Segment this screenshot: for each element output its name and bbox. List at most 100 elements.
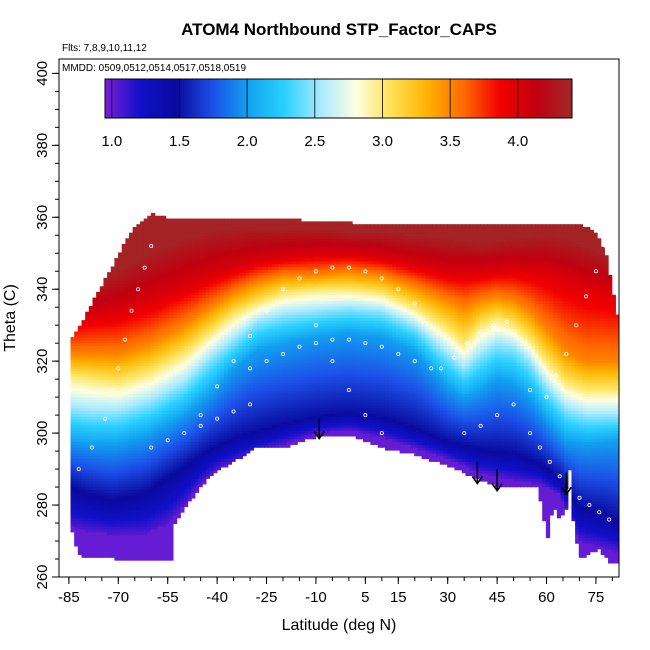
heatmap-cell	[154, 509, 159, 513]
heatmap-cell	[96, 407, 101, 412]
heatmap-cell	[114, 481, 119, 485]
heatmap-cell	[136, 300, 141, 304]
heatmap-cell	[150, 495, 156, 499]
heatmap-cell	[118, 260, 123, 265]
heatmap-cell	[92, 421, 97, 426]
heatmap-cell	[114, 320, 119, 324]
heatmap-cell	[140, 224, 145, 228]
heatmap-cell	[136, 543, 141, 547]
heatmap-cell	[140, 235, 145, 239]
heatmap-cell	[132, 387, 137, 392]
heatmap-cell	[70, 497, 75, 502]
heatmap-cell	[154, 506, 159, 510]
heatmap-cell	[107, 489, 112, 493]
heatmap-cell	[110, 435, 116, 440]
heatmap-cell	[143, 416, 148, 420]
heatmap-cell	[74, 458, 79, 462]
heatmap-cell	[150, 418, 156, 423]
heatmap-cell	[136, 252, 141, 256]
heatmap-cell	[140, 548, 145, 553]
heatmap-cell	[74, 359, 79, 364]
heatmap-cell	[92, 410, 97, 414]
heatmap-cell	[88, 529, 94, 533]
heatmap-cell	[132, 495, 137, 499]
heatmap-cell	[92, 413, 97, 417]
heatmap-cell	[143, 472, 148, 476]
heatmap-cell	[121, 537, 126, 541]
heatmap-cell	[85, 331, 90, 335]
heatmap-cell	[147, 506, 152, 510]
heatmap-cell	[143, 387, 148, 392]
heatmap-cell	[147, 325, 152, 330]
heatmap-cell	[110, 461, 116, 465]
heatmap-cell	[132, 554, 137, 558]
heatmap-cell	[96, 390, 101, 395]
heatmap-cell	[143, 379, 148, 383]
heatmap-cell	[81, 486, 86, 491]
heatmap-cell	[118, 402, 123, 406]
heatmap-cell	[99, 339, 105, 344]
heatmap-cell	[114, 410, 119, 414]
heatmap-cell	[92, 554, 97, 558]
heatmap-cell	[147, 373, 152, 378]
heatmap-cell	[92, 503, 97, 508]
heatmap-cell	[99, 404, 105, 409]
heatmap-cell	[150, 483, 156, 488]
heatmap-cell	[140, 272, 145, 276]
heatmap-cell	[85, 410, 90, 414]
heatmap-cell	[147, 317, 152, 321]
heatmap-cell	[96, 311, 101, 316]
heatmap-cell	[85, 424, 90, 429]
heatmap-field	[70, 212, 619, 564]
heatmap-cell	[129, 526, 134, 530]
heatmap-cell	[121, 269, 126, 273]
heatmap-cell	[114, 362, 119, 366]
heatmap-cell	[92, 478, 97, 482]
heatmap-cell	[140, 258, 145, 262]
heatmap-cell	[77, 444, 83, 448]
heatmap-cell	[147, 300, 152, 304]
heatmap-cell	[88, 387, 94, 392]
heatmap-cell	[140, 427, 145, 431]
heatmap-cell	[92, 359, 97, 364]
heatmap-cell	[81, 351, 86, 355]
heatmap-cell	[92, 537, 97, 541]
heatmap-cell	[92, 430, 97, 434]
heatmap-cell	[96, 551, 101, 556]
heatmap-cell	[132, 531, 137, 536]
heatmap-cell	[92, 500, 97, 505]
heatmap-cell	[121, 306, 126, 310]
heatmap-cell	[107, 272, 112, 276]
heatmap-cell	[143, 263, 148, 268]
heatmap-cell	[81, 334, 86, 338]
heatmap-cell	[96, 512, 101, 516]
heatmap-cell	[136, 449, 141, 454]
heatmap-cell	[103, 348, 108, 352]
heatmap-cell	[107, 531, 112, 536]
heatmap-cell	[118, 537, 123, 541]
heatmap-cell	[132, 289, 137, 293]
heatmap-cell	[129, 300, 134, 304]
heatmap-cell	[114, 365, 119, 369]
heatmap-cell	[125, 455, 130, 460]
heatmap-cell	[107, 342, 112, 347]
heatmap-cell	[140, 342, 145, 347]
heatmap-cell	[81, 427, 86, 431]
heatmap-cell	[129, 317, 134, 321]
heatmap-cell	[147, 255, 152, 259]
heatmap-cell	[147, 497, 152, 502]
heatmap-cell	[77, 497, 83, 502]
heatmap-cell	[140, 334, 145, 338]
heatmap-cell	[118, 404, 123, 409]
heatmap-cell	[132, 461, 137, 465]
heatmap-cell	[143, 283, 148, 287]
heatmap-cell	[96, 461, 101, 465]
heatmap-cell	[85, 537, 90, 541]
heatmap-cell	[103, 416, 108, 420]
heatmap-cell	[103, 311, 108, 316]
heatmap-cell	[110, 438, 116, 443]
heatmap-cell	[150, 497, 156, 502]
heatmap-cell	[103, 382, 108, 386]
heatmap-cell	[74, 509, 79, 513]
heatmap-cell	[114, 492, 119, 496]
